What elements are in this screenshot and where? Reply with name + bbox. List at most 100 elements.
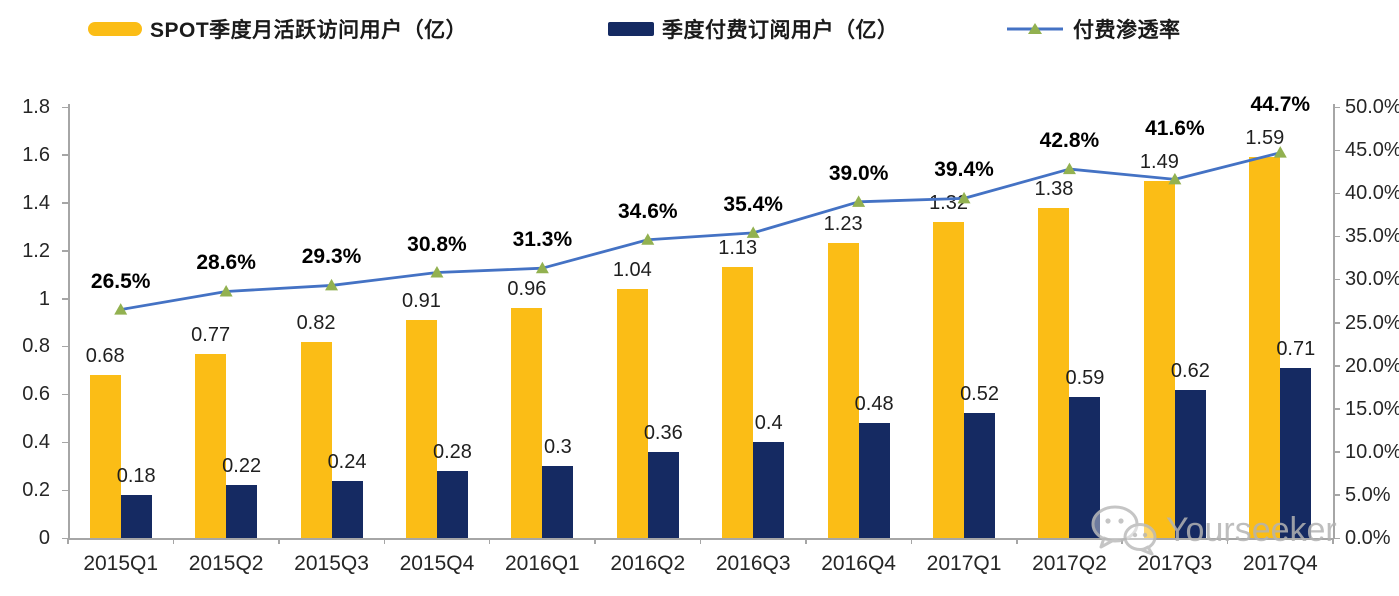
x-axis-tick — [594, 538, 596, 544]
penetration-value-label: 26.5% — [90, 269, 151, 293]
y-axis-right-tick — [1334, 106, 1340, 108]
subscribers-value-label: 0.22 — [222, 455, 262, 478]
mau-value-label: 1.32 — [929, 191, 968, 214]
subscribers-value-label: 0.59 — [1065, 366, 1105, 389]
subscribers-value-label: 0.18 — [116, 464, 156, 487]
x-axis-tick — [1226, 538, 1229, 544]
legend-label-mau: SPOT季度月活跃访问用户（亿） — [150, 19, 468, 42]
penetration-value-label: 29.3% — [301, 245, 362, 269]
triangle-marker — [430, 266, 444, 278]
subscribers-bar — [331, 480, 363, 538]
y-axis-left-label: 0 — [38, 527, 50, 549]
x-axis-category-label: 2015Q3 — [294, 552, 369, 575]
mau-value-label: 1.13 — [718, 237, 758, 260]
x-axis-category-label: 2017Q4 — [1242, 552, 1318, 575]
x-axis-tick — [278, 538, 280, 544]
mau-value-label: 0.82 — [296, 311, 336, 334]
legend-item-subscribers: 季度付费订阅用户（亿） — [608, 14, 899, 44]
y-axis-right-tick — [1334, 365, 1340, 367]
y-axis-right-tick — [1334, 408, 1340, 410]
triangle-marker — [535, 261, 549, 274]
subscribers-bar — [436, 470, 468, 538]
triangle-marker — [325, 278, 339, 291]
penetration-value-label: 30.8% — [407, 232, 467, 256]
mau-value-label: 1.04 — [612, 258, 652, 281]
x-axis-category-label: 2017Q1 — [926, 552, 1002, 575]
x-axis-tick — [910, 538, 913, 544]
subscribers-value-label: 0.48 — [854, 393, 894, 416]
y-axis-right-tick — [1334, 494, 1340, 496]
y-axis-left-tick — [62, 250, 68, 252]
subscribers-value-label: 0.62 — [1170, 359, 1210, 382]
penetration-value-label: 39.0% — [828, 161, 889, 185]
y-axis-right-label: 0.0% — [1345, 527, 1391, 549]
y-axis-left-label: 1.2 — [22, 239, 50, 262]
subscribers-value-label: 0.3 — [543, 436, 572, 459]
y-axis-left-label: 1.4 — [22, 191, 50, 214]
y-axis-right-label: 20.0% — [1345, 354, 1399, 377]
x-axis-category-label: 2016Q3 — [715, 552, 791, 575]
y-axis-left-label: 1.6 — [22, 143, 50, 166]
x-axis-category-label: 2016Q1 — [504, 552, 580, 575]
legend-label-penetration: 付费渗透率 — [1073, 19, 1181, 42]
y-axis-right-label: 25.0% — [1345, 311, 1399, 334]
y-axis-right-tick — [1334, 537, 1340, 539]
subscribers-value-label: 0.52 — [960, 383, 999, 406]
x-axis-category-label: 2015Q4 — [399, 552, 475, 575]
y-axis-right-tick — [1334, 278, 1340, 281]
y-axis-left-label: 1.8 — [22, 96, 50, 118]
penetration-value-label: 34.6% — [618, 199, 678, 223]
y-axis-left-tick — [62, 106, 68, 108]
mau-value-label: 0.91 — [401, 290, 441, 313]
y-axis-left-tick — [62, 441, 68, 444]
y-axis-right-label: 5.0% — [1345, 483, 1391, 506]
y-axis-right-label: 15.0% — [1345, 397, 1399, 420]
penetration-line-swatch — [1007, 23, 1063, 34]
x-axis-category-label: 2017Q3 — [1137, 552, 1213, 575]
y-axis-right-label: 35.0% — [1345, 225, 1399, 248]
triangle-marker — [1062, 162, 1076, 175]
y-axis-left-tick — [62, 298, 68, 300]
y-axis-right-tick — [1334, 235, 1340, 238]
y-axis-right — [1333, 104, 1335, 539]
y-axis-left-tick — [62, 154, 68, 156]
y-axis-right-label: 45.0% — [1345, 139, 1399, 162]
legend-item-mau: SPOT季度月活跃访问用户（亿） — [88, 14, 467, 44]
mau-series-swatch — [88, 22, 142, 36]
mau-value-label: 0.68 — [85, 345, 125, 368]
y-axis-left-label: 0.8 — [22, 335, 50, 358]
mau-bar — [300, 341, 332, 538]
penetration-value-label: 39.4% — [934, 157, 994, 181]
y-axis-right-label: 50.0% — [1345, 96, 1399, 118]
subscribers-bar — [647, 451, 679, 538]
mau-value-label: 1.49 — [1139, 151, 1179, 174]
subscribers-bar — [120, 494, 152, 538]
subscribers-bar — [964, 413, 996, 538]
penetration-value-label: 44.7% — [1250, 93, 1311, 117]
mau-value-label: 1.38 — [1034, 177, 1074, 200]
y-axis-left-label: 0.6 — [22, 383, 50, 406]
mau-bar — [616, 288, 648, 538]
mau-bar — [511, 308, 543, 538]
x-axis-tick — [1016, 538, 1018, 544]
subscribers-bar — [542, 466, 574, 538]
y-axis-left-tick — [62, 489, 68, 492]
penetration-value-label: 31.3% — [512, 228, 573, 252]
watermark-text: Yourseeker — [1166, 510, 1337, 549]
mau-value-label: 1.59 — [1245, 127, 1285, 150]
subscribers-bar — [753, 442, 785, 538]
mau-bar — [405, 320, 437, 538]
y-axis-right-tick — [1334, 192, 1340, 195]
penetration-value-label: 35.4% — [723, 192, 783, 216]
mau-bar — [722, 267, 754, 538]
subscribers-bar — [1174, 389, 1206, 538]
subscribers-value-label: 0.36 — [643, 421, 683, 444]
x-axis-tick — [805, 538, 807, 544]
mau-value-label: 0.96 — [507, 278, 547, 301]
mau-bar — [195, 353, 227, 538]
x-axis-tick — [172, 538, 175, 544]
y-axis-right-tick — [1334, 451, 1340, 453]
y-axis-left-tick — [62, 393, 68, 396]
y-axis-left-label: 1 — [38, 287, 50, 310]
